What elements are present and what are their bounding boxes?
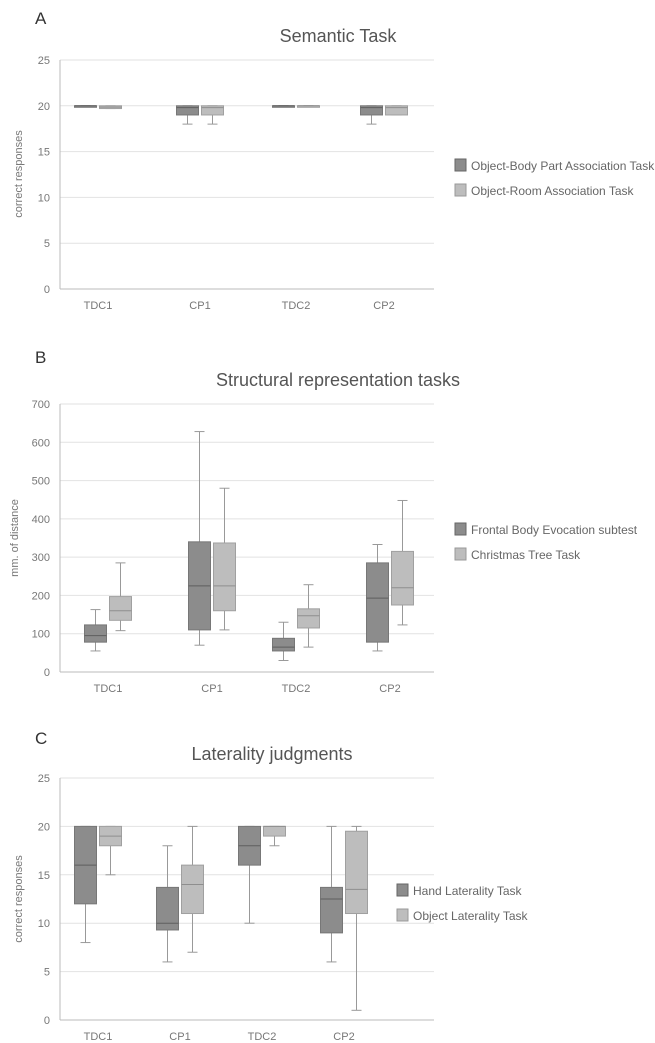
box-iqr xyxy=(156,886,179,931)
legend-swatch xyxy=(454,158,467,172)
box-iqr xyxy=(201,105,224,116)
box-iqr xyxy=(297,608,320,629)
x-tick-label: CP1 xyxy=(189,300,210,312)
legend-swatch xyxy=(396,883,409,897)
chart-title: Laterality judgments xyxy=(191,744,352,764)
x-tick-label: CP1 xyxy=(169,1031,190,1043)
y-tick-label: 25 xyxy=(38,55,50,67)
y-axis-label: mm. of distance xyxy=(9,499,21,577)
y-tick-label: 10 xyxy=(38,192,50,204)
box-plot xyxy=(74,105,97,108)
box-iqr xyxy=(360,105,383,116)
chart-panel-b: B Structural representation tasks 0 100 200 3… xyxy=(9,348,638,695)
y-tick-label: 200 xyxy=(32,590,50,602)
y-axis-label: correct responses xyxy=(13,130,25,218)
box-plot xyxy=(345,825,368,1011)
y-tick-label: 300 xyxy=(32,552,50,564)
box-iqr xyxy=(84,624,107,643)
box-plot xyxy=(238,825,261,924)
x-tick-label: CP1 xyxy=(201,683,222,695)
box-plot xyxy=(366,544,389,652)
panel-letter: C xyxy=(35,729,47,748)
box-plot xyxy=(201,105,224,125)
box-plot xyxy=(320,825,343,963)
panel-letter: A xyxy=(35,9,47,28)
box-iqr xyxy=(320,886,343,934)
legend-swatch xyxy=(454,547,467,561)
x-tick-label: TDC2 xyxy=(282,683,311,695)
box-iqr xyxy=(263,825,286,837)
y-tick-label: 5 xyxy=(44,967,50,979)
box-plot xyxy=(188,431,211,646)
x-tick-label: TDC1 xyxy=(84,300,113,312)
y-tick-label: 15 xyxy=(38,870,50,882)
box-iqr xyxy=(109,596,132,621)
box-plot xyxy=(213,487,236,631)
box-plot xyxy=(297,105,320,108)
x-tick-label: TDC1 xyxy=(84,1031,113,1043)
box-plot xyxy=(99,105,122,110)
legend-swatch xyxy=(396,908,409,922)
y-tick-label: 10 xyxy=(38,918,50,930)
y-tick-label: 700 xyxy=(32,399,50,411)
box-iqr xyxy=(391,550,414,606)
y-tick-label: 0 xyxy=(44,284,50,296)
box-plot xyxy=(391,499,414,626)
y-tick-label: 0 xyxy=(44,1015,50,1027)
box-plot xyxy=(156,845,179,963)
box-plot xyxy=(74,825,97,944)
box-iqr xyxy=(272,637,295,652)
x-tick-label: TDC2 xyxy=(248,1031,277,1043)
x-tick-label: CP2 xyxy=(333,1031,354,1043)
box-plot xyxy=(109,562,132,632)
legend-label: Object-Body Part Association Task xyxy=(471,159,655,173)
box-iqr xyxy=(366,562,389,643)
y-tick-label: 20 xyxy=(38,101,50,113)
chart-title: Semantic Task xyxy=(280,26,398,46)
box-iqr xyxy=(181,864,204,915)
legend-label: Object-Room Association Task xyxy=(471,184,635,198)
chart-panel-a: A Semantic Task 0 5 10 15 20 25 correct response… xyxy=(13,9,655,312)
x-tick-label: CP2 xyxy=(373,300,394,312)
y-tick-label: 100 xyxy=(32,629,50,641)
box-iqr xyxy=(385,105,408,116)
chart-title: Structural representation tasks xyxy=(216,370,460,390)
box-plot xyxy=(385,105,408,116)
box-plot xyxy=(84,609,107,652)
box-plot xyxy=(263,825,286,847)
x-tick-label: CP2 xyxy=(379,683,400,695)
legend-swatch xyxy=(454,183,467,197)
y-tick-label: 500 xyxy=(32,476,50,488)
y-tick-label: 600 xyxy=(32,437,50,449)
box-plot xyxy=(181,825,204,953)
x-tick-label: TDC1 xyxy=(94,683,123,695)
legend-label: Christmas Tree Task xyxy=(471,548,581,562)
legend-label: Frontal Body Evocation subtest xyxy=(471,523,638,537)
box-plot xyxy=(272,621,295,662)
box-plot xyxy=(176,105,199,125)
legend-label: Hand Laterality Task xyxy=(413,884,523,898)
y-tick-label: 400 xyxy=(32,514,50,526)
box-plot xyxy=(297,584,320,648)
panel-letter: B xyxy=(35,348,46,367)
y-axis-label: correct responses xyxy=(13,855,25,943)
y-tick-label: 20 xyxy=(38,821,50,833)
chart-panel-c: C Laterality judgments 0 5 10 15 20 25 correct r… xyxy=(13,729,528,1043)
box-iqr xyxy=(345,830,368,915)
y-tick-label: 15 xyxy=(38,147,50,159)
box-plot xyxy=(360,105,383,125)
y-tick-label: 5 xyxy=(44,238,50,250)
box-iqr xyxy=(213,542,236,612)
y-tick-label: 25 xyxy=(38,773,50,785)
legend-label: Object Laterality Task xyxy=(413,909,528,923)
box-iqr xyxy=(176,105,199,116)
box-plot xyxy=(272,105,295,108)
box-plot xyxy=(99,825,122,876)
x-tick-label: TDC2 xyxy=(282,300,311,312)
legend-swatch xyxy=(454,522,467,536)
y-tick-label: 0 xyxy=(44,667,50,679)
